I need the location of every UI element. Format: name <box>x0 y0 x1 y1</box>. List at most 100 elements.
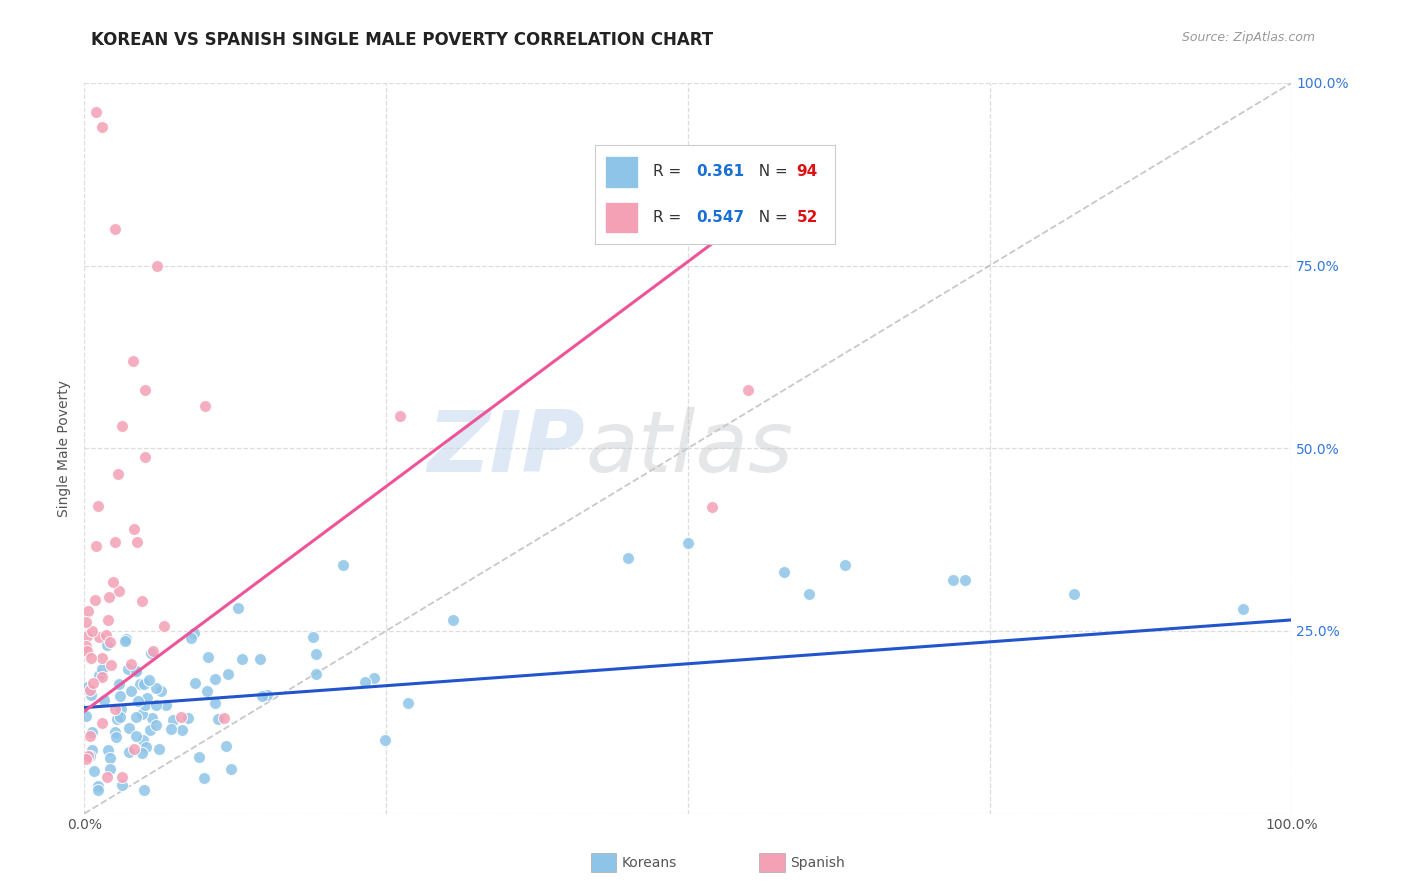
Point <box>332 558 354 573</box>
Point <box>87 779 110 793</box>
Point <box>145 717 167 731</box>
Point <box>87 499 110 513</box>
Point <box>207 712 229 726</box>
Text: 52: 52 <box>797 210 818 225</box>
Point <box>146 259 169 273</box>
Point <box>96 743 118 757</box>
Point <box>388 409 411 424</box>
Point <box>90 651 112 665</box>
Point <box>131 746 153 760</box>
Point <box>305 647 328 661</box>
Point <box>90 662 112 676</box>
Point <box>145 698 167 712</box>
Point <box>1232 602 1254 616</box>
Point <box>87 667 110 681</box>
Point <box>114 634 136 648</box>
Point <box>115 632 138 647</box>
Point <box>162 713 184 727</box>
Point <box>98 762 121 776</box>
Point <box>150 684 173 698</box>
Point <box>79 729 101 743</box>
Point <box>1063 587 1085 601</box>
Point <box>184 676 207 690</box>
Point <box>197 650 219 665</box>
Point <box>153 619 176 633</box>
Point <box>108 710 131 724</box>
Point <box>98 590 121 604</box>
Point <box>396 697 419 711</box>
Point <box>219 762 242 776</box>
Text: N =: N = <box>748 210 793 225</box>
Point <box>135 740 157 755</box>
Point <box>107 584 129 599</box>
Point <box>111 419 134 434</box>
Text: ZIP: ZIP <box>427 407 585 490</box>
Point <box>302 630 325 644</box>
Point <box>737 383 759 397</box>
Point <box>141 711 163 725</box>
Y-axis label: Single Male Poverty: Single Male Poverty <box>58 380 72 516</box>
Point <box>103 222 125 236</box>
Point <box>441 613 464 627</box>
Point <box>204 696 226 710</box>
Point <box>138 673 160 687</box>
Point <box>79 748 101 763</box>
Bar <box>605 156 638 187</box>
Text: Source: ZipAtlas.com: Source: ZipAtlas.com <box>1181 31 1315 45</box>
Point <box>91 120 114 134</box>
Point <box>121 657 143 672</box>
Point <box>134 383 156 397</box>
Point <box>374 733 396 747</box>
Point <box>89 631 111 645</box>
Point <box>77 748 100 763</box>
Text: 0.361: 0.361 <box>696 164 744 179</box>
Point <box>108 689 131 703</box>
Text: Spanish: Spanish <box>790 856 845 871</box>
Point <box>177 711 200 725</box>
Point <box>305 667 328 681</box>
Point <box>107 467 129 481</box>
Point <box>111 778 134 792</box>
Point <box>676 536 699 550</box>
Point <box>122 522 145 536</box>
Bar <box>605 202 638 234</box>
Point <box>100 657 122 672</box>
Point <box>160 722 183 736</box>
Point <box>75 709 97 723</box>
Point <box>353 674 375 689</box>
Point <box>134 783 156 797</box>
Point <box>134 450 156 464</box>
Point <box>120 683 142 698</box>
Point <box>141 646 163 660</box>
Text: atlas: atlas <box>585 407 793 490</box>
Point <box>103 534 125 549</box>
Point <box>97 613 120 627</box>
Point <box>797 587 820 601</box>
Point <box>98 750 121 764</box>
Point <box>250 689 273 703</box>
Point <box>80 651 103 665</box>
Point <box>231 652 253 666</box>
Point <box>108 677 131 691</box>
Point <box>834 558 856 573</box>
Point <box>616 550 638 565</box>
Point <box>131 707 153 722</box>
Point <box>90 670 112 684</box>
Point <box>204 672 226 686</box>
Point <box>132 677 155 691</box>
Point <box>193 771 215 785</box>
Point <box>180 631 202 645</box>
Point <box>86 105 108 120</box>
Point <box>96 628 118 642</box>
Point <box>82 675 104 690</box>
Point <box>127 693 149 707</box>
Point <box>125 730 148 744</box>
Point <box>75 640 97 654</box>
Point <box>80 624 103 638</box>
Point <box>93 693 115 707</box>
Point <box>84 592 107 607</box>
Point <box>131 733 153 747</box>
Point <box>79 683 101 698</box>
Point <box>195 684 218 698</box>
Point <box>118 721 141 735</box>
